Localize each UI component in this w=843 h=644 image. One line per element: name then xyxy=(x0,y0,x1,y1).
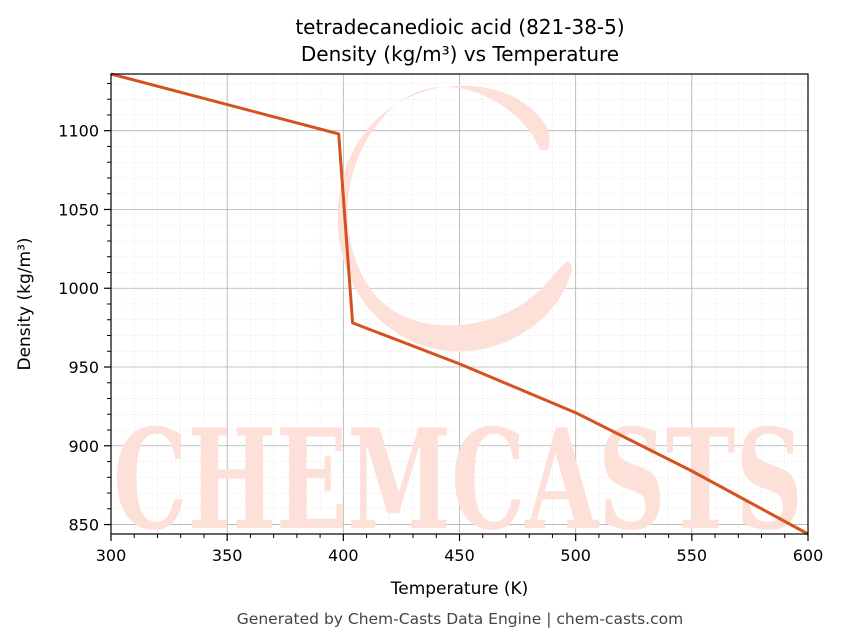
y-tick-label: 950 xyxy=(68,358,99,377)
y-tick-label: 1000 xyxy=(58,279,99,298)
x-axis: 300 350 400 450 500 550 600 xyxy=(96,534,824,565)
x-tick-label: 550 xyxy=(677,546,708,565)
watermark-text: CHEMCASTS xyxy=(113,398,803,561)
footer-credit: Generated by Chem-Casts Data Engine | ch… xyxy=(237,610,683,628)
y-tick-label: 1050 xyxy=(58,200,99,219)
chart-title: tetradecanedioic acid (821-38-5) xyxy=(295,15,624,39)
y-axis: 850 900 950 1000 1050 1100 xyxy=(58,82,111,535)
x-tick-label: 350 xyxy=(212,546,243,565)
x-tick-label: 450 xyxy=(444,546,475,565)
y-tick-label: 850 xyxy=(68,516,99,535)
y-tick-label: 1100 xyxy=(58,122,99,141)
y-tick-label: 900 xyxy=(68,437,99,456)
x-tick-label: 600 xyxy=(793,546,824,565)
major-grid xyxy=(110,74,809,534)
chart-subtitle: Density (kg/m³) vs Temperature xyxy=(301,42,619,66)
x-tick-label: 400 xyxy=(328,546,359,565)
x-axis-label: Temperature (K) xyxy=(390,579,529,599)
x-tick-label: 300 xyxy=(96,546,127,565)
density-series-line xyxy=(110,72,809,536)
x-tick-label: 500 xyxy=(560,546,591,565)
y-axis-label: Density (kg/m³) xyxy=(15,237,35,370)
